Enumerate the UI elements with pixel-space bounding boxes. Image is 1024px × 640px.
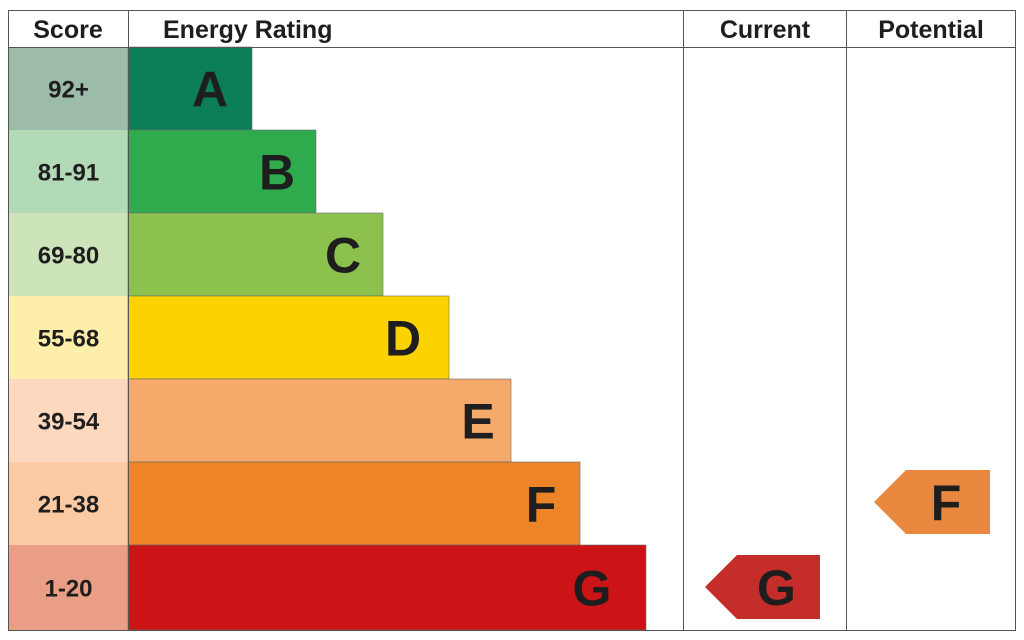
rating-bar-g <box>127 544 647 631</box>
score-range-g: 1-20 <box>44 576 92 603</box>
score-range-a: 92+ <box>48 77 89 104</box>
score-range-c: 69-80 <box>38 243 99 270</box>
energy-rating-header: Energy Rating <box>163 16 332 44</box>
current-rating-marker-shape <box>705 555 820 619</box>
potential-header: Potential <box>878 16 984 44</box>
score-cell-a <box>9 47 128 130</box>
rating-letter-e: E <box>461 394 494 450</box>
score-cell-f <box>9 462 128 545</box>
score-cell-g <box>9 545 128 630</box>
rating-bar-d <box>127 295 450 380</box>
rating-markers: GF <box>705 470 990 619</box>
score-range-b: 81-91 <box>38 160 99 187</box>
rating-letter-d: D <box>385 311 421 367</box>
rating-bar-b <box>127 129 317 214</box>
rating-letter-f: F <box>526 477 557 533</box>
score-range-e: 39-54 <box>38 409 100 436</box>
potential-rating-marker-letter: F <box>931 475 962 531</box>
rating-letter-a: A <box>192 62 228 118</box>
rating-letter-b: B <box>259 145 295 201</box>
rating-bar-a <box>127 46 253 131</box>
score-header: Score <box>33 16 103 44</box>
rating-bar-e <box>127 378 512 463</box>
rating-bar-f <box>127 461 581 546</box>
rating-letter-c: C <box>325 228 361 284</box>
current-header: Current <box>720 16 811 44</box>
score-cell-b <box>9 130 128 213</box>
score-range-d: 55-68 <box>38 326 99 353</box>
score-cell-d <box>9 296 128 379</box>
rating-bands: 92+ A 81-91 B 69-80 C 55-68 D 39-54 E 21-38 F 1-20 G <box>9 46 647 631</box>
table-grid <box>8 10 1016 631</box>
current-rating-marker-letter: G <box>757 560 796 616</box>
rating-bar-c <box>127 212 384 297</box>
potential-rating-marker: F <box>874 470 990 534</box>
potential-rating-marker-shape <box>874 470 990 534</box>
rating-letter-g: G <box>573 561 612 617</box>
score-cell-c <box>9 213 128 296</box>
score-range-f: 21-38 <box>38 492 99 519</box>
current-rating-marker: G <box>705 555 820 619</box>
score-cell-e <box>9 379 128 462</box>
